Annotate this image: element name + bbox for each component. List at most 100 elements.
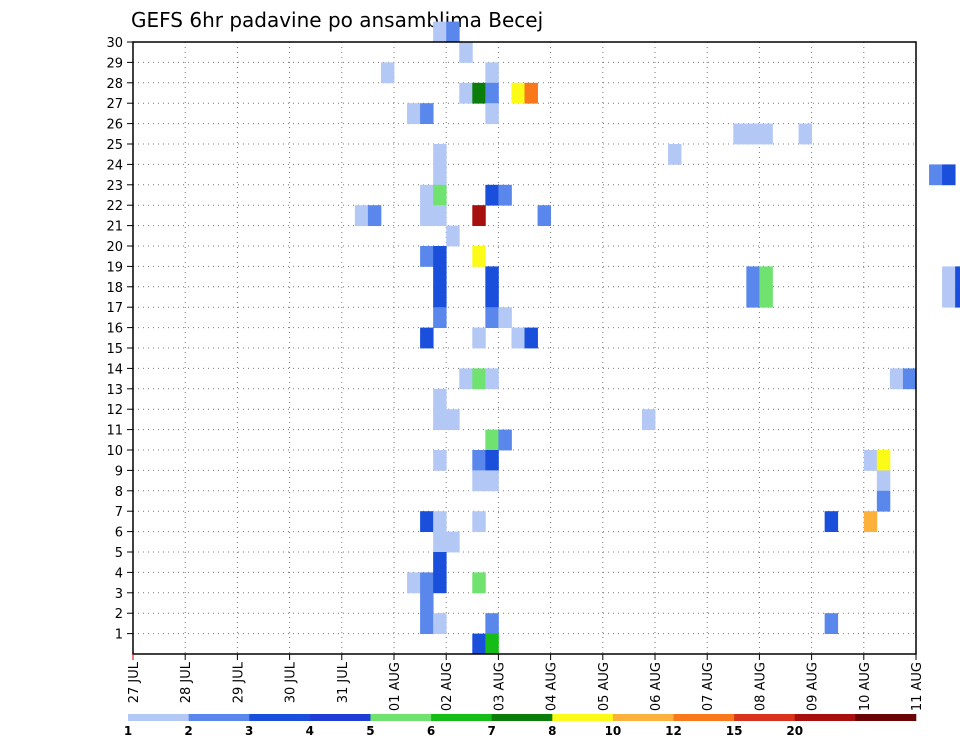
y-tick-label: 3 (115, 587, 123, 602)
precip-cell (472, 327, 486, 349)
y-tick-label: 28 (106, 77, 123, 92)
y-tick-label: 14 (106, 362, 123, 377)
precip-cell (367, 205, 382, 226)
precip-cell (433, 246, 447, 267)
y-tick-label: 26 (106, 118, 123, 133)
y-tick-label: 18 (106, 281, 123, 296)
precip-cell (472, 572, 486, 594)
colorbar-segment (794, 714, 856, 721)
x-tick-label: 08 AUG (753, 662, 768, 711)
precip-cell (824, 613, 839, 634)
precip-cell (407, 103, 421, 124)
x-tick-label: 29 JUL (231, 661, 246, 703)
precip-cell (433, 613, 447, 634)
colorbar: 1 2 3 4 5 6 7 8 10 12 15 20 (124, 714, 917, 738)
colorbar-segment (612, 714, 674, 721)
x-tick-label: 07 AUG (701, 662, 716, 711)
colorbar-segment (855, 714, 917, 721)
colorbar-label: 10 (605, 724, 622, 738)
precip-cell (472, 511, 486, 532)
precip-cell (759, 266, 773, 288)
precip-cell (942, 266, 956, 288)
precip-cell (433, 307, 447, 328)
precip-cell (472, 82, 486, 104)
y-axis-ticks: 1234567891011121314151617181920212223242… (106, 36, 133, 643)
precip-cell (472, 470, 486, 492)
precip-cell (485, 429, 499, 451)
colorbar-label: 5 (366, 724, 374, 738)
x-tick-label: 11 AUG (910, 662, 925, 711)
precip-cell (420, 327, 434, 349)
x-tick-label: 09 AUG (806, 662, 821, 711)
precip-cell (746, 123, 760, 145)
precip-cell (668, 144, 682, 165)
colorbar-label: 1 (124, 724, 132, 738)
colorbar-segment (309, 714, 371, 721)
precip-cell (889, 368, 904, 390)
precip-cell (524, 82, 538, 104)
precip-cell (472, 450, 486, 471)
precip-cell (472, 205, 486, 226)
precip-cell (446, 21, 460, 43)
precip-cell (420, 103, 434, 124)
y-tick-label: 4 (115, 566, 123, 581)
y-tick-label: 8 (115, 485, 123, 500)
precip-cell (955, 286, 960, 308)
y-tick-label: 30 (106, 36, 123, 51)
precip-cell (498, 307, 512, 328)
precip-cell (433, 205, 447, 226)
y-tick-label: 13 (106, 383, 123, 398)
colorbar-segment (431, 714, 492, 721)
precip-cell (485, 470, 499, 492)
colorbar-segment (188, 714, 250, 721)
precip-cell (863, 450, 878, 471)
x-tick-label: 31 JUL (336, 661, 351, 703)
colorbar-label: 15 (726, 724, 743, 738)
precip-cell (498, 184, 512, 206)
precip-cell (798, 123, 812, 145)
colorbar-segment (249, 714, 311, 721)
precip-cell (485, 633, 499, 655)
precip-cell (876, 450, 891, 471)
precip-cell (511, 82, 525, 104)
precip-cell (420, 184, 434, 206)
precip-cell (942, 286, 956, 308)
precip-cell (929, 164, 943, 186)
precip-cell (433, 572, 447, 594)
precip-cell (420, 205, 434, 226)
colorbar-label: 4 (306, 724, 314, 738)
precip-cell (955, 266, 960, 288)
y-tick-label: 11 (106, 424, 123, 439)
precip-cell (537, 205, 551, 226)
y-tick-label: 5 (115, 546, 123, 561)
chart-title: GEFS 6hr padavine po ansamblima Becej (131, 8, 543, 32)
colorbar-label: 20 (786, 724, 803, 738)
precip-cell (902, 368, 917, 390)
x-tick-label: 10 AUG (858, 662, 873, 711)
y-tick-label: 10 (106, 444, 123, 459)
precip-cell (433, 184, 447, 206)
y-tick-label: 2 (115, 607, 123, 622)
precip-cell (876, 470, 891, 492)
y-tick-label: 23 (106, 179, 123, 194)
y-tick-label: 17 (106, 301, 123, 316)
precip-cell (433, 21, 447, 43)
precip-cell (380, 62, 395, 84)
colorbar-label: 6 (427, 724, 435, 738)
precip-cell (485, 62, 499, 84)
precip-cell (446, 225, 460, 247)
x-tick-label: 05 AUG (597, 662, 612, 711)
y-tick-label: 12 (106, 403, 123, 418)
precip-cell (433, 144, 447, 165)
precip-cell (485, 82, 499, 104)
precip-cell (433, 266, 447, 288)
precip-cell (420, 246, 434, 267)
precip-cell (824, 511, 839, 532)
precip-cell (433, 511, 447, 532)
y-tick-label: 27 (106, 97, 123, 112)
y-tick-label: 19 (106, 260, 123, 275)
precip-cell (354, 205, 369, 226)
precip-cell (446, 531, 460, 553)
x-tick-label: 01 AUG (388, 662, 403, 711)
